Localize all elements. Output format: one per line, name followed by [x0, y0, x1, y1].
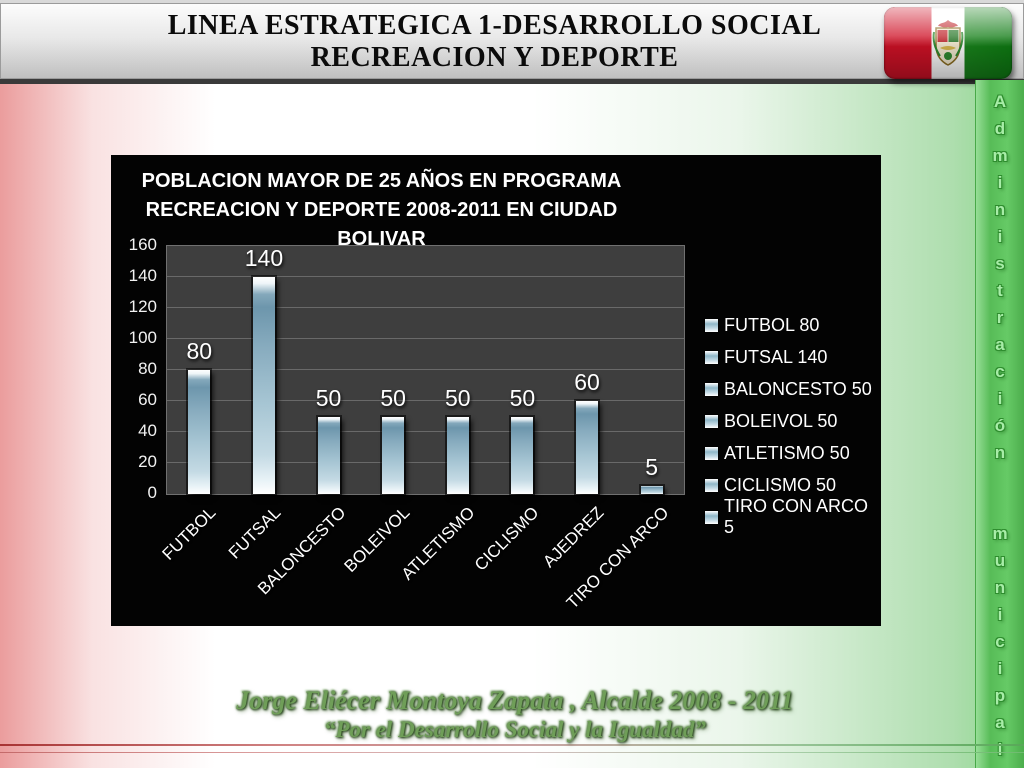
bar — [446, 416, 469, 494]
legend-swatch-icon — [705, 478, 718, 492]
legend-item: BOLEIVOL 50 — [705, 411, 881, 431]
bar-value-label: 50 — [380, 384, 406, 411]
y-axis-tick-label: 20 — [138, 452, 157, 471]
legend-item: ATLETISMO 50 — [705, 443, 881, 463]
footer-line2: “Por el Desarrollo Social y la Igualdad” — [323, 717, 707, 742]
legend-item: TIRO CON ARCO 5 — [705, 496, 881, 537]
legend-label: ATLETISMO 50 — [724, 442, 850, 463]
sidebar-letter: n — [994, 443, 1006, 462]
legend-swatch-icon — [705, 382, 718, 396]
header-title-line2: RECREACION Y DEPORTE — [310, 42, 679, 73]
header-title-line1: LINEA ESTRATEGICA 1-DESARROLLO SOCIAL — [167, 10, 822, 41]
legend-label: BALONCESTO 50 — [724, 378, 872, 399]
bar-value-label: 80 — [186, 338, 213, 364]
legend-swatch-icon — [705, 318, 718, 332]
gridline — [167, 276, 684, 277]
x-axis-category-label: CICLISMO — [471, 503, 543, 575]
header-title: LINEA ESTRATEGICA 1-DESARROLLO SOCIAL RE… — [115, 10, 874, 74]
chart-title-line2: RECREACION Y DEPORTE 2008-2011 EN CIUDAD… — [145, 199, 618, 250]
sidebar-letter: d — [994, 119, 1006, 138]
sidebar-letter: ó — [994, 416, 1006, 435]
sidebar-letter: u — [994, 551, 1006, 570]
coat-of-arms-icon — [932, 20, 964, 66]
bar-value-label: 60 — [574, 369, 600, 395]
bar — [188, 370, 211, 494]
legend-item: CICLISMO 50 — [705, 475, 881, 495]
sidebar-letter: a — [995, 713, 1005, 732]
sidebar-letter: a — [995, 335, 1005, 354]
header-banner: LINEA ESTRATEGICA 1-DESARROLLO SOCIAL RE… — [0, 0, 1024, 84]
flag-icon — [884, 7, 1012, 79]
sidebar-letter: n — [994, 200, 1006, 219]
sidebar-letter: m — [992, 146, 1008, 165]
legend-label: FUTBOL 80 — [724, 314, 820, 335]
footer: Jorge Eliécer Montoya Zapata , Alcalde 2… — [110, 686, 920, 743]
sidebar-letter: l — [997, 740, 1003, 759]
sidebar-letter: m — [992, 524, 1008, 543]
bar-value-label: 50 — [509, 384, 536, 411]
plot-area: 80 140 50 50 50 50 60 5 — [166, 245, 685, 495]
y-axis-tick-label: 140 — [128, 266, 157, 285]
sidebar-letter: A — [993, 92, 1007, 111]
legend-label: CICLISMO 50 — [724, 474, 837, 495]
gridline — [167, 400, 684, 401]
y-axis-tick-label: 80 — [138, 359, 157, 378]
sidebar-letter: s — [995, 254, 1005, 273]
legend-item: FUTBOL 80 — [705, 315, 881, 335]
y-axis-tick-label: 60 — [138, 390, 157, 409]
gridline — [167, 462, 684, 463]
sidebar-letter: i — [997, 389, 1003, 408]
x-axis-category-label: FUTSAL — [224, 503, 285, 563]
sidebar-letter: c — [995, 632, 1005, 651]
bar — [640, 486, 663, 494]
bar-value-label: 5 — [645, 454, 659, 481]
gridline — [167, 431, 684, 432]
chart-title: POBLACION MAYOR DE 25 AÑOS EN PROGRAMA R… — [119, 167, 644, 254]
legend-swatch-icon — [705, 350, 718, 364]
gridline — [167, 338, 684, 339]
legend-item: BALONCESTO 50 — [705, 379, 881, 399]
legend-item: FUTSAL 140 — [705, 347, 881, 367]
sidebar-letter: t — [997, 281, 1003, 300]
legend: FUTBOL 80 FUTSAL 140 BALONCESTO 50 BOLEIVOL… — [705, 315, 881, 537]
y-axis-tick-label: 160 — [128, 235, 157, 254]
bar — [511, 416, 534, 494]
bar-value-label: 50 — [445, 384, 471, 411]
bar-value-label: 140 — [244, 245, 284, 271]
chart-title-line1: POBLACION MAYOR DE 25 AÑOS EN PROGRAMA — [141, 170, 622, 192]
bar — [317, 416, 340, 494]
legend-label: FUTSAL 140 — [724, 346, 828, 367]
y-axis-tick-label: 0 — [147, 483, 157, 502]
legend-swatch-icon — [705, 446, 718, 460]
divider-line-1 — [0, 744, 1024, 746]
sidebar-letter: i — [997, 173, 1003, 192]
legend-swatch-icon — [705, 414, 718, 428]
sidebar-letter: n — [994, 578, 1006, 597]
bar — [576, 401, 599, 494]
bar — [382, 416, 405, 494]
sidebar-letter: r — [996, 308, 1004, 327]
y-axis-tick-label: 100 — [128, 328, 157, 347]
legend-label: BOLEIVOL 50 — [724, 410, 838, 431]
sidebar-letter: i — [997, 659, 1003, 678]
legend-swatch-icon — [705, 510, 718, 524]
gridline — [167, 369, 684, 370]
bar-value-label: 50 — [315, 384, 342, 411]
legend-label: TIRO CON ARCO 5 — [724, 496, 869, 537]
x-axis-category-label: FUTBOL — [158, 503, 220, 564]
sidebar-letter: p — [994, 686, 1006, 705]
sidebar-letter: i — [997, 605, 1003, 624]
gridline — [167, 307, 684, 308]
chart: POBLACION MAYOR DE 25 AÑOS EN PROGRAMA R… — [111, 155, 881, 626]
bar — [252, 277, 275, 494]
y-axis-tick-label: 120 — [128, 297, 157, 316]
sidebar-letter: i — [997, 227, 1003, 246]
footer-line1: Jorge Eliécer Montoya Zapata , Alcalde 2… — [236, 686, 794, 715]
divider-line-2 — [0, 752, 1024, 753]
x-axis-category-label: AJEDREZ — [539, 503, 608, 572]
sidebar-letter: c — [995, 362, 1005, 381]
y-axis-tick-label: 40 — [138, 421, 157, 440]
